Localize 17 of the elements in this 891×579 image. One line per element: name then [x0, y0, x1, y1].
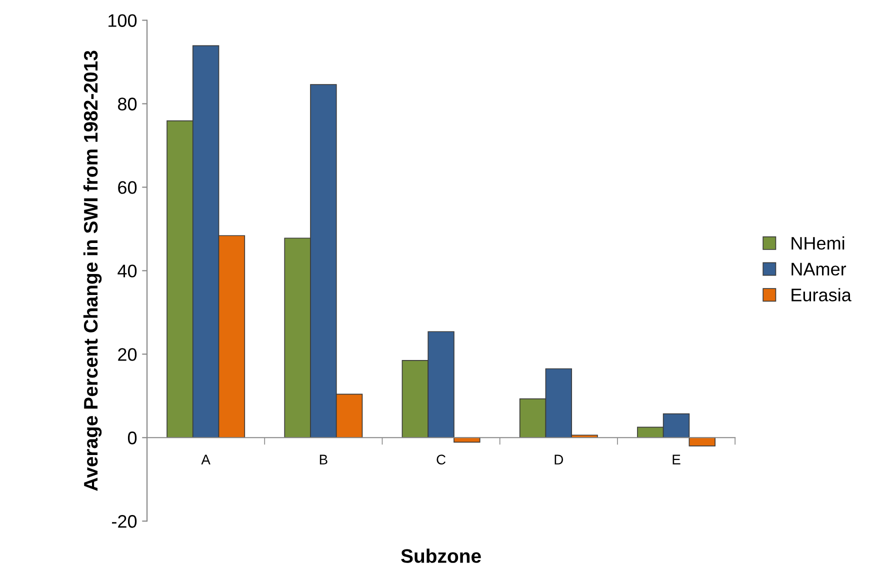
y-tick-label: 40: [118, 264, 137, 278]
y-axis-title: Average Percent Change in SWI from 1982-2013: [83, 50, 102, 491]
y-tick-label: 0: [128, 432, 137, 444]
y-tick-label: 80: [118, 98, 137, 110]
x-tick-label: E: [672, 454, 680, 464]
x-tick-label: B: [320, 454, 328, 464]
legend-label: NHemi: [792, 236, 844, 250]
x-tick-label: D: [554, 454, 564, 464]
x-axis-title: Subzone: [401, 548, 481, 563]
legend-label: NAmer: [792, 262, 846, 276]
x-tick-label: A: [201, 454, 210, 464]
y-tick-label: 100: [108, 14, 137, 27]
y-tick-label: 60: [118, 181, 137, 194]
y-tick-label: 20: [118, 348, 137, 361]
x-tick-label: C: [436, 454, 446, 464]
y-tick-label: -20: [112, 515, 137, 528]
legend-label: Eurasia: [792, 288, 852, 302]
